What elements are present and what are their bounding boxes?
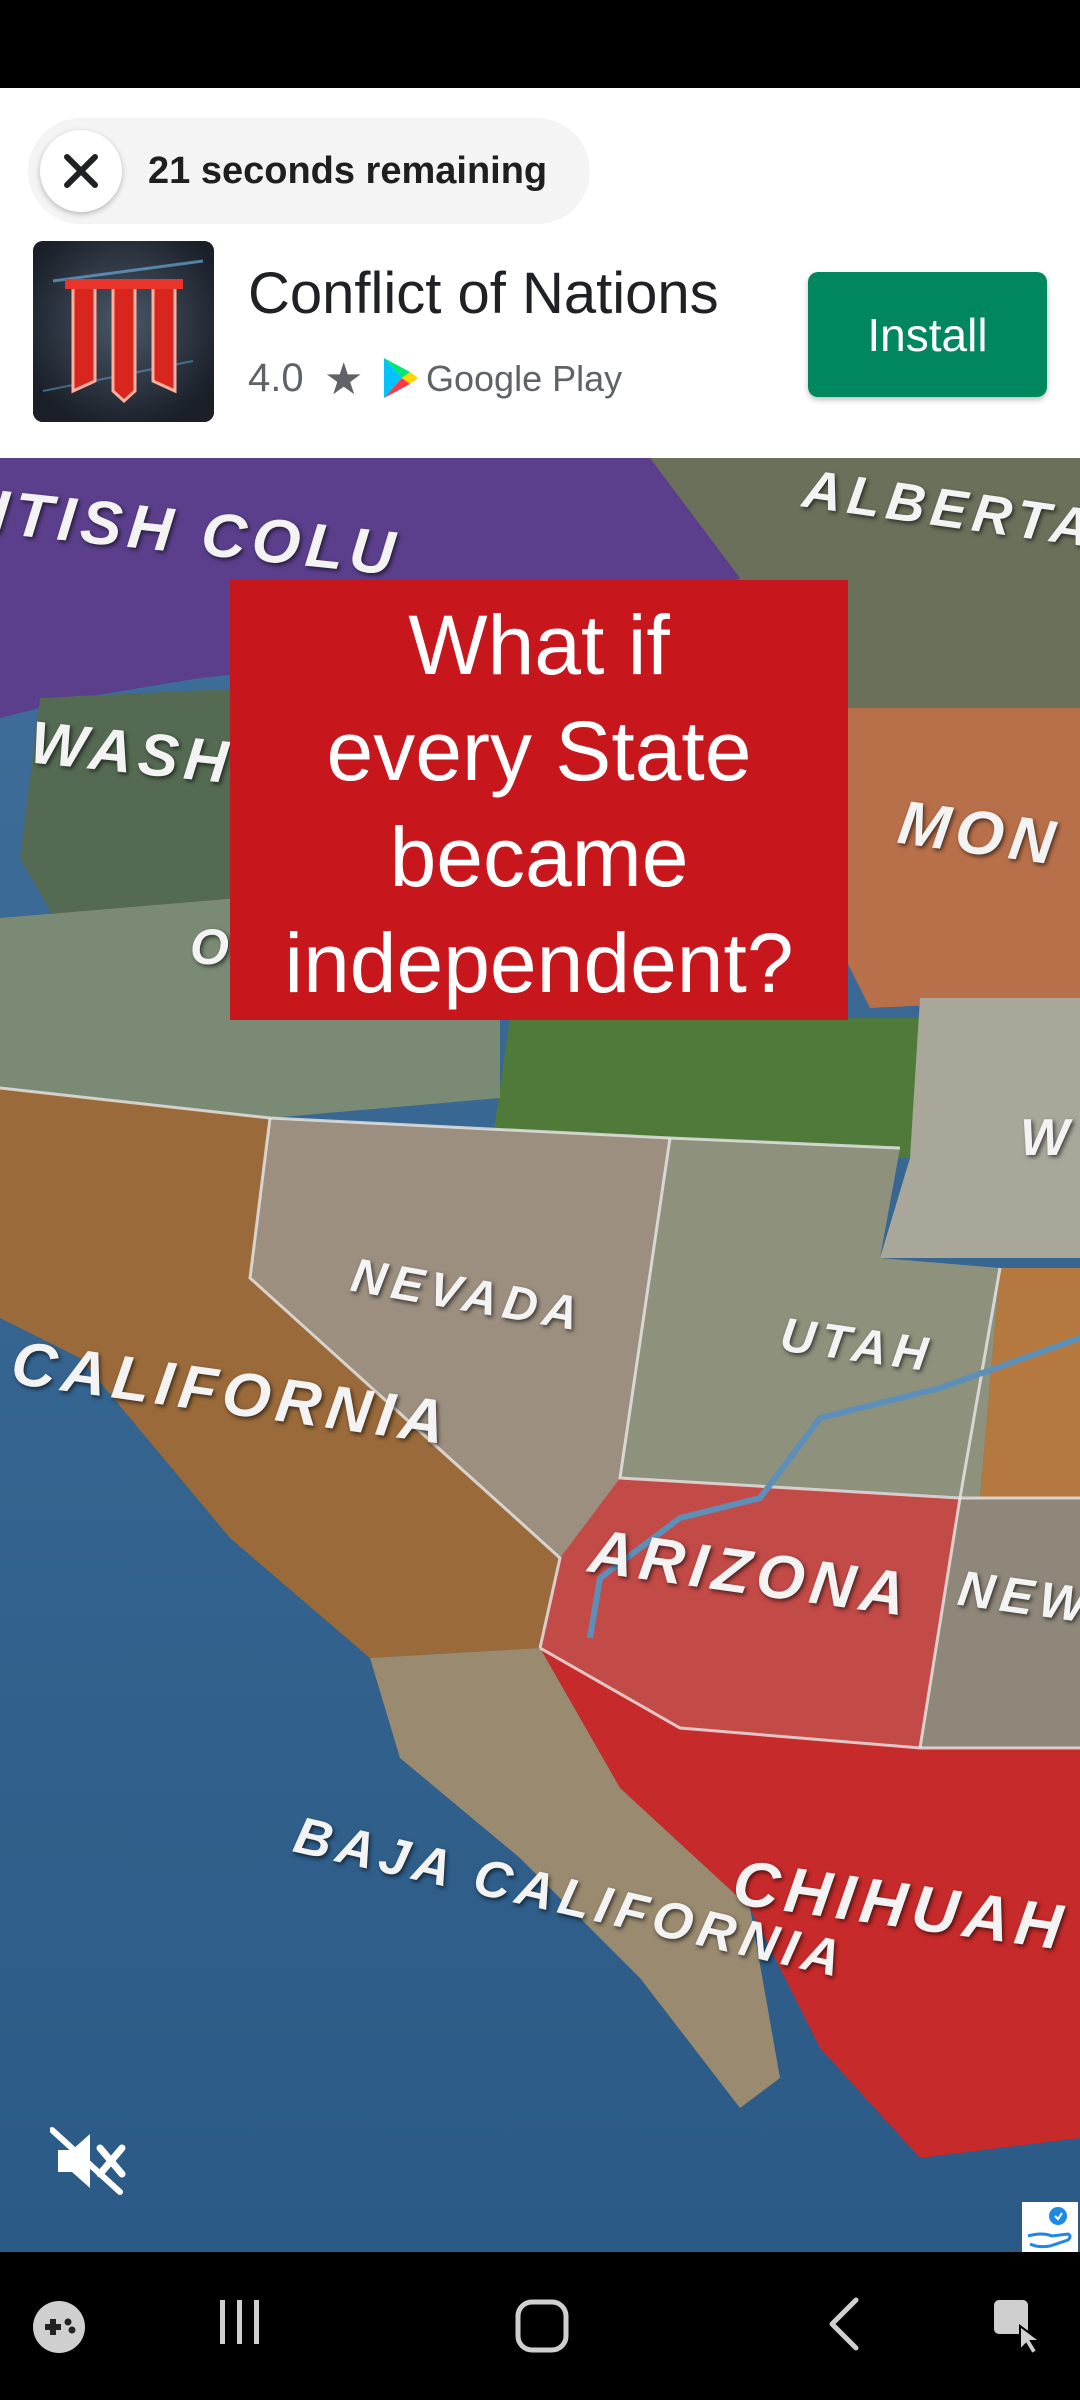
ad-info-hand-icon [1027,2207,1072,2249]
google-play-icon [384,358,418,398]
conflict-of-nations-logo-icon [33,241,214,422]
mute-icon[interactable] [50,2126,130,2196]
app-icon[interactable] [33,241,214,422]
countdown-text: 21 seconds remaining [148,150,548,192]
recent-apps-icon[interactable] [214,2296,266,2348]
navigation-bar [0,2252,1080,2400]
ad-header: 21 seconds remaining Conflict of Nations… [0,88,1080,458]
adchoices-icon[interactable] [1022,2202,1078,2252]
store-name: Google Play [426,358,623,399]
map-label-oregon: O [190,919,235,975]
headline-caption: What if every State became independent? [230,580,848,1020]
game-tools-icon[interactable] [30,2298,88,2356]
headline-line-1: What if [408,598,670,692]
status-bar [0,0,1080,88]
close-ad-button[interactable] [40,130,122,212]
app-name[interactable]: Conflict of Nations [248,261,719,326]
rating-value: 4.0 [248,356,304,400]
map-label-wyoming: W [1020,1109,1076,1167]
headline-line-2: every State [326,704,752,798]
back-icon[interactable] [824,2296,864,2352]
close-icon [64,154,98,188]
accessibility-touch-icon[interactable] [990,2296,1052,2358]
install-button[interactable]: Install [808,272,1047,397]
countdown-pill: 21 seconds remaining [28,118,590,224]
headline-line-3: became [389,810,689,904]
headline-line-4: independent? [284,916,794,1010]
home-icon[interactable] [512,2296,572,2356]
video-player[interactable]: ITISH COLU ALBERTA WASH O MON W NEVADA U… [0,458,1080,2252]
star-icon: ★ [324,355,364,404]
